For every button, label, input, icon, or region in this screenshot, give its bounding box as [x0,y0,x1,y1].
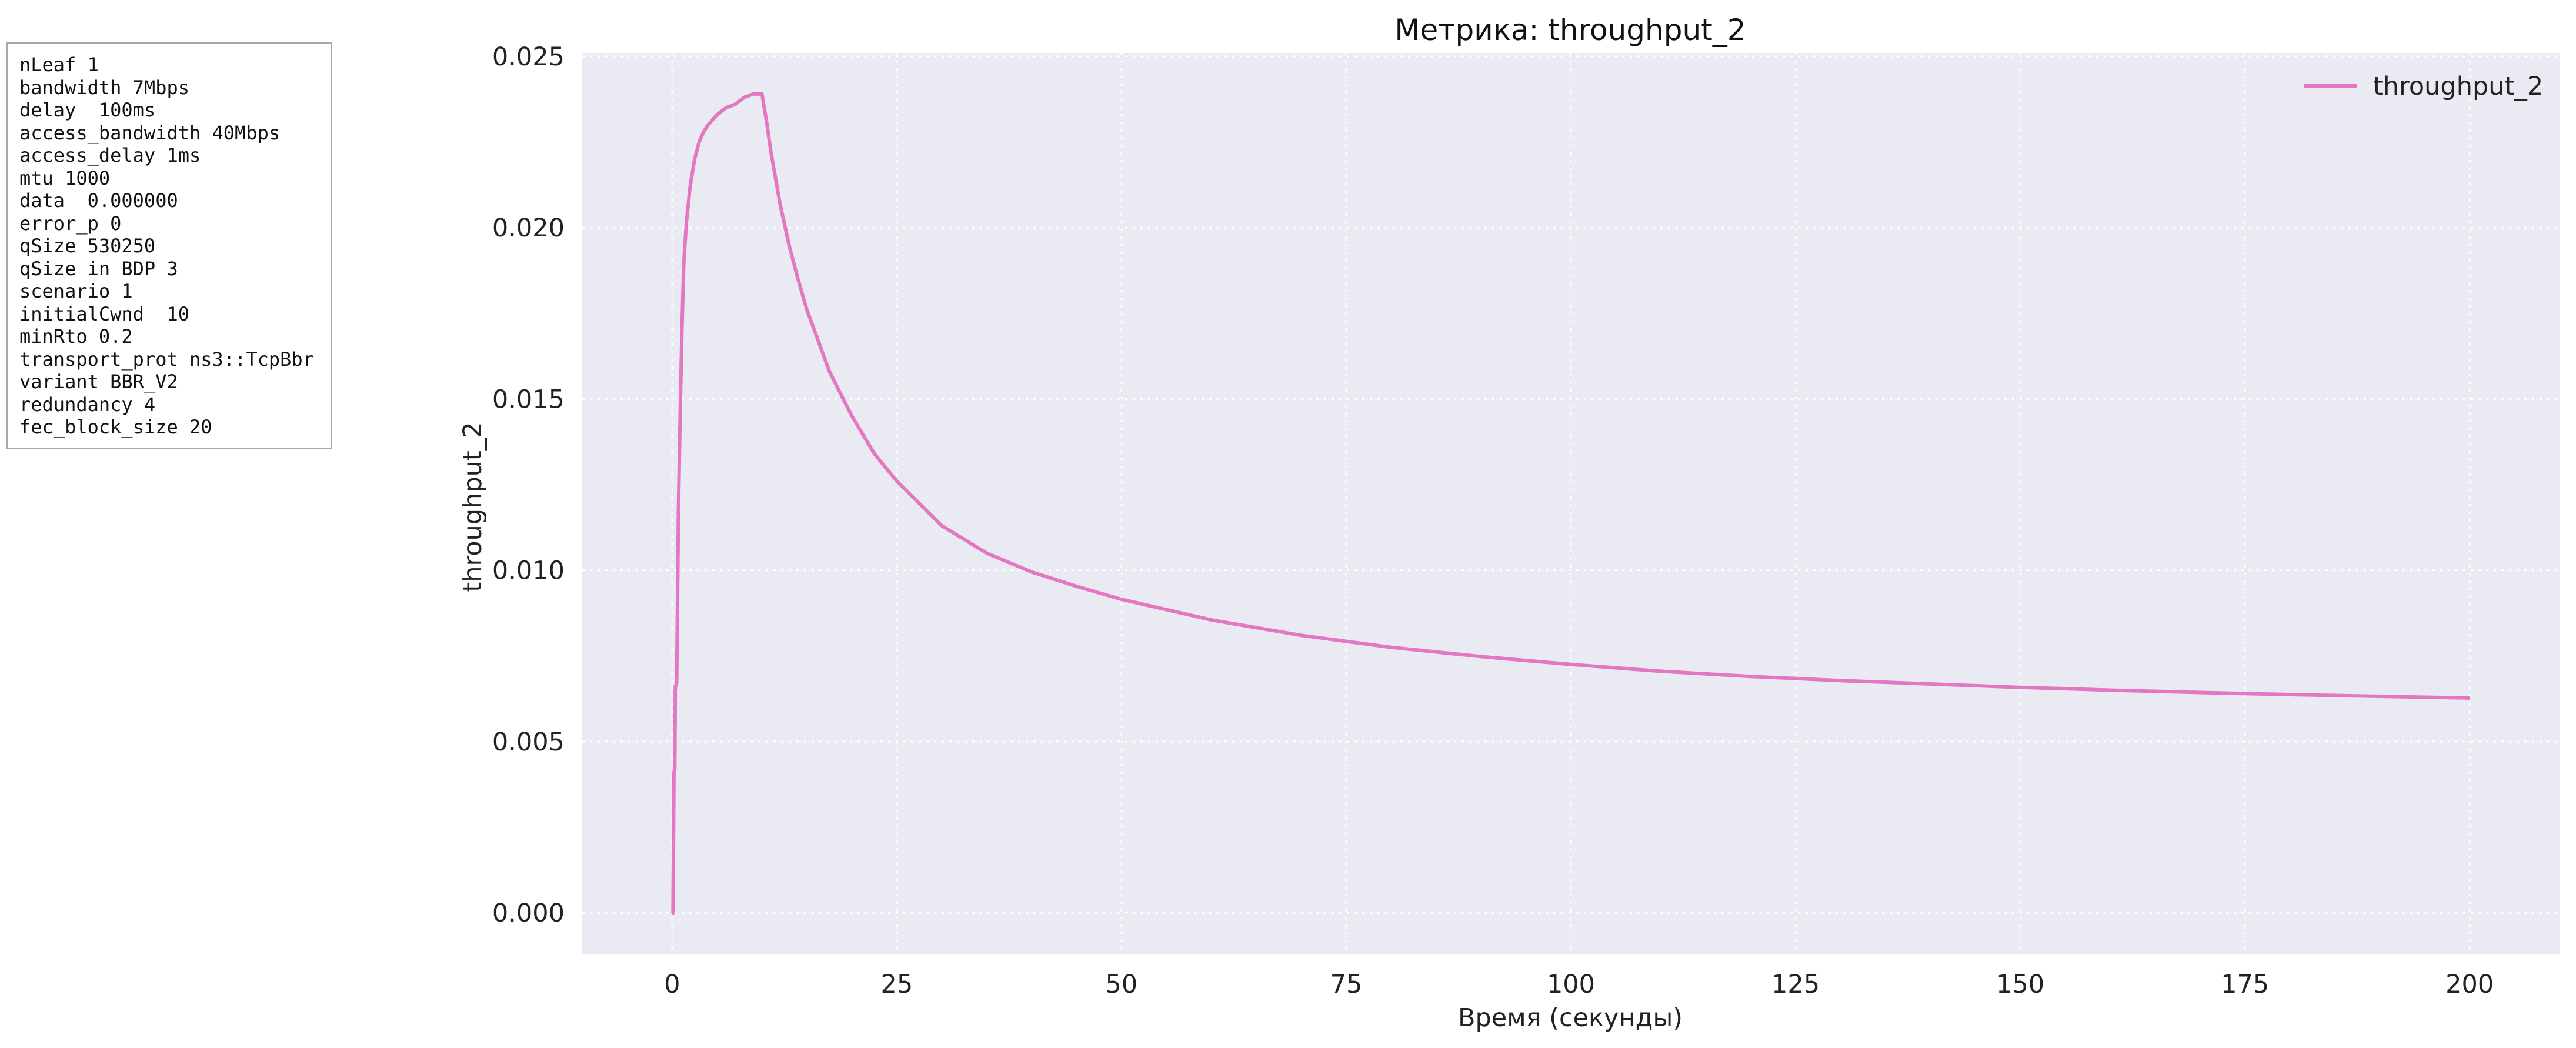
y-axis-title: throughput_2 [458,422,488,592]
x-axis-title: Время (секунды) [1458,1003,1683,1033]
param-line: data 0.000000 [19,189,178,212]
param-line: qSize 530250 [19,235,156,257]
param-line: error_p 0 [19,212,122,235]
param-line: initialCwnd 10 [19,302,189,325]
x-tick-label: 125 [1771,970,1820,999]
y-tick-label: 0.010 [492,556,565,586]
legend-label: throughput_2 [2373,72,2543,101]
param-line: scenario 1 [19,280,133,302]
y-tick-label: 0.005 [492,727,565,757]
param-line: bandwidth 7Mbps [19,76,189,99]
series-line-throughput_2 [671,92,2470,915]
y-tick-label: 0.025 [492,42,565,72]
param-line: minRto 0.2 [19,325,133,348]
param-line: delay 100ms [19,99,156,121]
y-tick-labels: 0.000 0.005 0.010 0.015 0.020 0.025 [492,42,565,928]
x-tick-labels: 0 25 50 75 100 125 150 175 200 [664,970,2494,999]
param-line: mtu 1000 [19,166,111,189]
param-line: transport_prot ns3::TcpBbr [19,348,314,371]
x-tick-label: 50 [1106,970,1138,999]
series-layer [671,92,2470,915]
x-tick-label: 200 [2445,970,2494,999]
chart-title: Метрика: throughput_2 [1394,13,1746,47]
legend: throughput_2 [2304,72,2543,101]
param-line: variant BBR_V2 [19,371,178,393]
y-tick-label: 0.000 [492,899,565,928]
x-tick-label: 100 [1547,970,1595,999]
y-tick-label: 0.015 [492,385,565,414]
x-tick-label: 75 [1330,970,1363,999]
x-tick-label: 150 [1996,970,2044,999]
param-line: redundancy 4 [19,393,156,416]
param-line: access_bandwidth 40Mbps [19,121,281,144]
x-tick-label: 175 [2221,970,2269,999]
param-line: access_delay 1ms [19,144,201,166]
param-line: qSize in BDP 3 [19,257,178,280]
parameters-textbox: nLeaf 1 bandwidth 7Mbps delay 100ms access_… [6,42,332,449]
x-tick-label: 0 [664,970,680,999]
y-tick-label: 0.020 [492,213,565,243]
param-line: nLeaf 1 [19,54,99,76]
x-tick-label: 25 [881,970,913,999]
param-line: fec_block_size 20 [19,416,212,438]
